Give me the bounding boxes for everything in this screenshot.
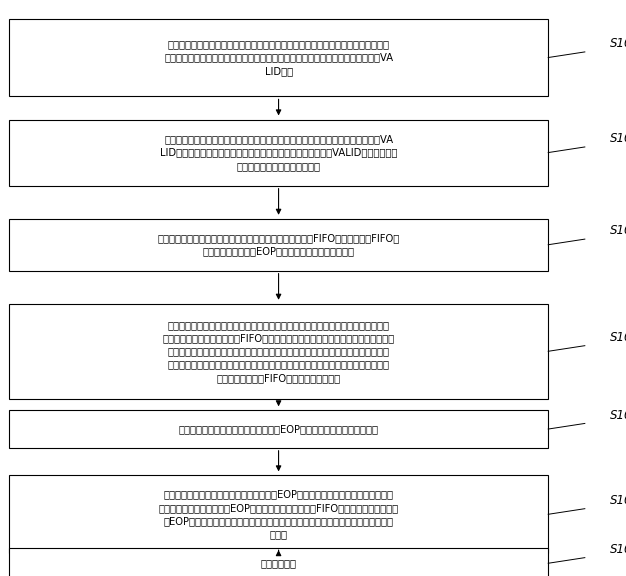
Text: S102: S102 [610, 132, 626, 145]
Text: S104: S104 [610, 331, 626, 344]
Text: 将第一数据中的无效数据移位至有效数据之后，得到第二数据，其中，有效数据为VA
LID标识为第一数值的数据传输通道所传输的数据，无效数据为VALID标识为第二数
: 将第一数据中的无效数据移位至有效数据之后，得到第二数据，其中，有效数据为VA L… [160, 134, 398, 171]
Text: S1061: S1061 [610, 494, 626, 507]
Bar [9, 219, 548, 271]
Bar [9, 19, 548, 97]
Text: S103: S103 [610, 224, 626, 237]
Text: 对第一拼接数组中的第一残余数据进行EOP位置检索，得到第二检索结果: 对第一拼接数组中的第一残余数据进行EOP位置检索，得到第二检索结果 [178, 424, 379, 434]
Bar [9, 548, 548, 576]
Text: S105: S105 [610, 408, 626, 422]
Bar [9, 476, 548, 553]
Text: 当第二检索结果指示了第一残余数据中首个EOP所在的位置时，或者，当第二检索结
果指示第一残余数据未包括EOP，且第一检索结果指示了FIFO缓存中的缓存数据中首
: 当第二检索结果指示了第一残余数据中首个EOP所在的位置时，或者，当第二检索结 果… [158, 490, 399, 539]
Bar [9, 120, 548, 185]
Text: S1062: S1062 [610, 543, 626, 556]
Text: S101: S101 [610, 37, 626, 50]
Text: 在当前的第一时钟周期组的第一个时钟周期内，分别从多个数据传输通道获取第一数
据；第一数据中通过每一数据传输通道所获得的数据中包括该数据传输通道对应的VA
LID: 在当前的第一时钟周期组的第一个时钟周期内，分别从多个数据传输通道获取第一数 据；… [164, 39, 393, 76]
Text: 在第一时钟周期组的第三个时钟周期内，根据第二时钟周期组对应的第一浮标位置，
对第一残余数据、预设浮标和FIFO缓存输出的缓存数据进行拼接，得到第一时钟周期
组的: 在第一时钟周期组的第三个时钟周期内，根据第二时钟周期组对应的第一浮标位置， 对第… [163, 320, 394, 383]
Bar [9, 304, 548, 399]
Text: 在第一时钟周期组的第二个时钟周期内，将第二数据缓存至FIFO缓存中，并对FIFO缓
存中的缓存数据进行EOP位置检索，得到第一检索结果: 在第一时钟周期组的第二个时钟周期内，将第二数据缓存至FIFO缓存中，并对FIFO… [158, 233, 399, 256]
Text: 输出目标数据: 输出目标数据 [260, 558, 297, 569]
Bar [9, 411, 548, 448]
